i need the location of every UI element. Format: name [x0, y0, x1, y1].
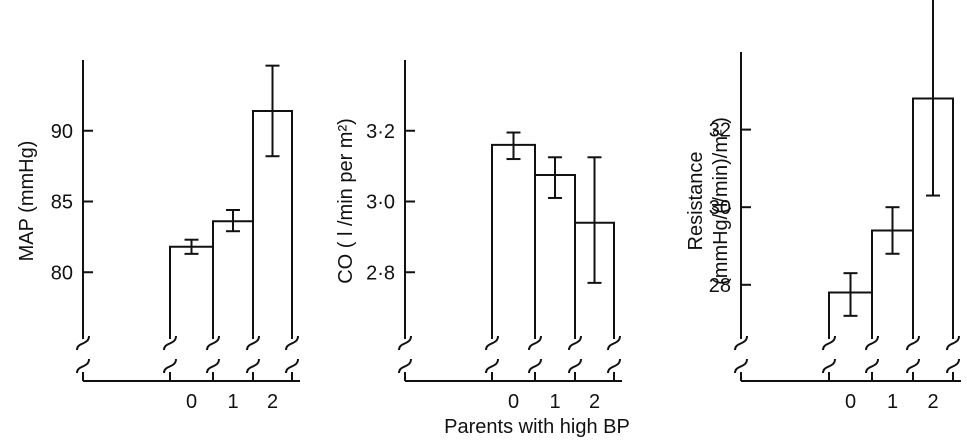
bar-edge-break-lower	[163, 358, 177, 374]
bar-edge-break-lower	[822, 358, 836, 374]
y-axis-label: Resistance (mmHg/(l/min)/m² )	[685, 117, 732, 285]
bar-edge-break-upper	[822, 335, 836, 351]
bar-edge-break-lower	[865, 358, 879, 374]
y-tick-label: 80	[51, 262, 73, 284]
bar-edge-break-upper	[865, 335, 879, 351]
bar-edge-break-upper	[946, 335, 960, 351]
y-tick-label: 3·2	[366, 121, 395, 143]
bar-edge-break-upper	[568, 335, 582, 351]
y-tick-label: 2·8	[366, 262, 395, 284]
shared-x-axis-label: Parents with high BP	[444, 416, 630, 438]
y-tick-label: 90	[51, 121, 73, 143]
chart-panel-1: 80 85 90 MAP (mmHg) 0 1 2	[16, 60, 300, 413]
bar-edge-break-upper	[163, 335, 177, 351]
y-axis-label-line: Resistance	[685, 152, 707, 251]
x-tick-label: 0	[508, 391, 519, 413]
bar-edge-break-upper	[906, 335, 920, 351]
bar-edge-break-lower	[607, 358, 621, 374]
bar-edge-break-upper	[285, 335, 299, 351]
bar-edge-break-lower	[946, 358, 960, 374]
x-tick-label: 1	[887, 391, 898, 413]
y-axis-break-upper	[76, 335, 90, 351]
bar-edge-break-lower	[246, 358, 260, 374]
y-tick-label: 30	[709, 197, 731, 219]
bar	[169, 245, 214, 339]
x-tick-label: 2	[267, 391, 278, 413]
bar	[534, 173, 576, 339]
bar-edge-break-upper	[528, 335, 542, 351]
x-tick-label: 2	[927, 391, 938, 413]
bar	[491, 143, 536, 339]
x-tick-label: 1	[549, 391, 560, 413]
bar-edge-break-upper	[246, 335, 260, 351]
x-tick-label: 0	[845, 391, 856, 413]
bar-edge-break-lower	[485, 358, 499, 374]
bar-edge-break-lower	[568, 358, 582, 374]
y-tick-label: 85	[51, 192, 73, 214]
charts-container: 80 85 90 MAP (mmHg) 0 1 2 2·8 3·0 3·2 CO ( l /min …	[16, 0, 961, 413]
y-axis-break-lower	[398, 358, 412, 374]
y-axis-label: CO ( l /min per m²)	[335, 118, 357, 284]
y-tick-label: 28	[709, 275, 731, 297]
bar-edge-break-lower	[528, 358, 542, 374]
y-axis-label: MAP (mmHg)	[16, 141, 38, 262]
x-tick-label: 2	[589, 391, 600, 413]
y-axis-break-upper	[734, 335, 748, 351]
bar	[212, 220, 254, 339]
chart-panel-2: 2·8 3·0 3·2 CO ( l /min per m²) 0 1 2	[335, 60, 622, 413]
y-tick-label: 32	[709, 120, 731, 142]
x-tick-label: 1	[227, 391, 238, 413]
x-tick-label: 0	[186, 391, 197, 413]
y-axis-label-line: CO ( l /min per m²)	[335, 118, 357, 284]
bar-edge-break-upper	[485, 335, 499, 351]
bar-edge-break-lower	[206, 358, 220, 374]
bar-edge-break-lower	[906, 358, 920, 374]
bar-edge-break-lower	[285, 358, 299, 374]
y-axis-label-line: MAP (mmHg)	[16, 141, 38, 262]
y-axis-break-lower	[734, 358, 748, 374]
y-axis-label-line: (mmHg/(l/min)/m² )	[710, 117, 732, 285]
y-tick-label: 3·0	[366, 192, 395, 214]
bar-edge-break-upper	[206, 335, 220, 351]
y-axis-break-lower	[76, 358, 90, 374]
bar-edge-break-upper	[607, 335, 621, 351]
y-axis-break-upper	[398, 335, 412, 351]
